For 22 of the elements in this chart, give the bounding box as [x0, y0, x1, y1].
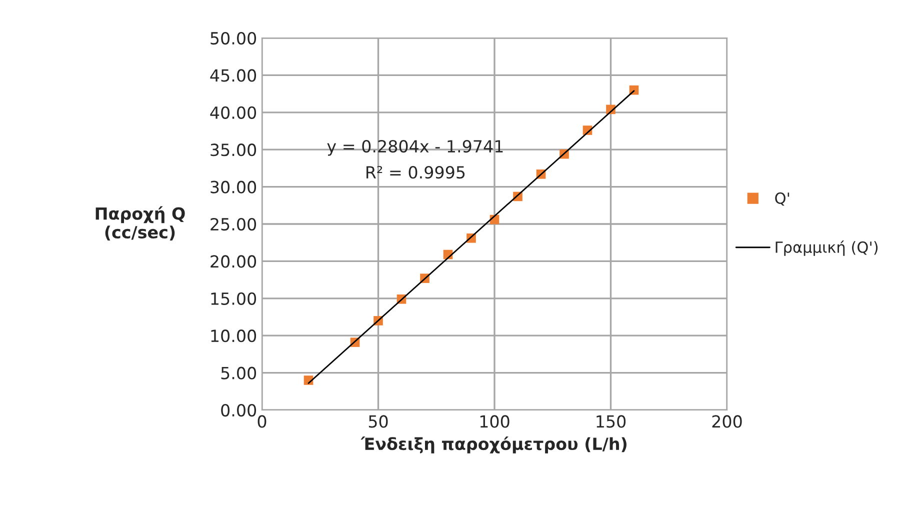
y-tick-label: 45.00	[210, 69, 256, 82]
y-tick-label: 5.00	[221, 366, 256, 380]
x-tick-label: 200	[712, 415, 742, 428]
y-tick-label: 0.00	[221, 404, 256, 417]
y-tick-label: 30.00	[210, 180, 256, 194]
annotation: R² = 0.9995	[366, 166, 465, 179]
y-tick-label: 25.00	[210, 218, 256, 231]
y-tick-label: 10.00	[211, 330, 256, 342]
y-axis-title: Παροχή Q (cc/sec)	[96, 206, 185, 240]
x-tick-label: 100	[480, 415, 510, 428]
annotation: y = 0.2804x - 1.9741	[327, 140, 503, 156]
y-tick-label: 40.00	[210, 106, 256, 119]
y-tick-label: 50.00	[210, 32, 256, 45]
y-tick-label: 15.00	[211, 292, 256, 305]
y-tick-label: 20.00	[210, 255, 256, 268]
x-tick-label: 150	[596, 415, 626, 428]
y-tick-label: 35.00	[210, 144, 256, 156]
legend-label: Q'	[775, 192, 790, 206]
x-tick-label: 50	[368, 415, 388, 428]
x-axis-title: Ένδειξη παροχόμετρου (L/h)	[360, 436, 626, 454]
x-tick-label: 0	[258, 415, 266, 428]
legend-label: Γραμμική (Q')	[776, 240, 878, 256]
